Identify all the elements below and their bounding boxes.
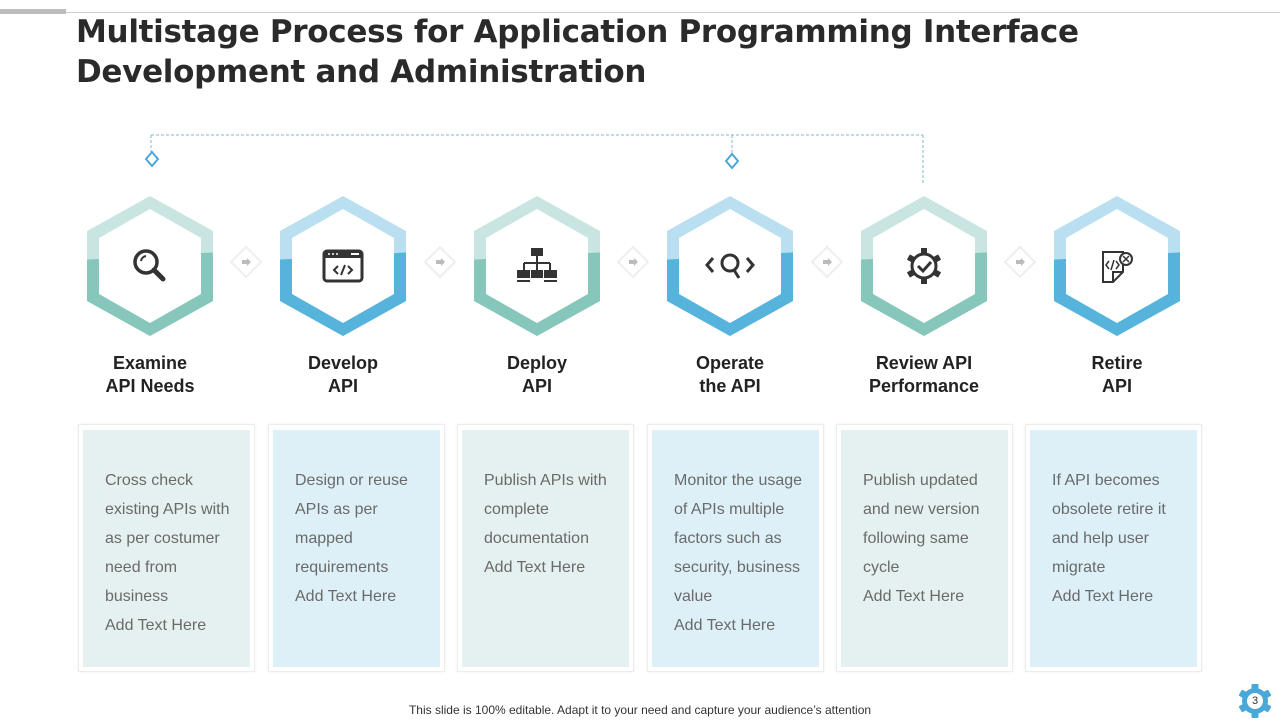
step-description-card: Cross check existing APIs with as per co… [78, 424, 255, 672]
process-step: Operate the API [660, 196, 800, 396]
step-description: Publish updated and new version followin… [863, 472, 980, 605]
hexagon-badge [87, 196, 213, 336]
step-description: Design or reuse APIs as per mapped requi… [295, 472, 408, 605]
step-description: If API becomes obsolete retire it and he… [1052, 472, 1166, 605]
code-file-remove-icon [1102, 251, 1133, 283]
diamond-marker-icon [144, 150, 740, 170]
step-title: Operate the API [695, 353, 765, 396]
gear-icon [1238, 684, 1272, 718]
step-title: Develop API [307, 353, 379, 396]
process-step: Develop API [273, 196, 413, 396]
hexagon-badge [1054, 196, 1180, 336]
network-hierarchy-icon [517, 248, 557, 282]
header-accent-bar [0, 9, 66, 14]
step-description-card: Publish APIs with complete documentation… [457, 424, 634, 672]
step-description: Monitor the usage of APIs multiple facto… [674, 472, 803, 634]
page-title: Multistage Process for Application Progr… [76, 14, 1079, 90]
footer-note: This slide is 100% editable. Adapt it to… [408, 703, 872, 717]
magnifier-icon [133, 249, 166, 282]
step-arrow-icons [229, 245, 1037, 279]
hexagon-badge [474, 196, 600, 336]
hexagon-badge [861, 196, 987, 336]
code-search-icon [705, 253, 755, 279]
step-title: Review API Performance [868, 353, 980, 396]
step-description-card: Monitor the usage of APIs multiple facto… [647, 424, 824, 672]
page-number-badge: 3 [1237, 683, 1273, 719]
step-description: Publish APIs with complete documentation… [484, 472, 607, 576]
process-step: Examine API Needs [80, 196, 220, 396]
page-number: 3 [1251, 695, 1259, 707]
step-title: Deploy API [506, 353, 567, 396]
step-title: Retire API [1091, 353, 1143, 396]
header-divider [66, 12, 1280, 13]
hexagon-badge [667, 196, 793, 336]
hexagon-badge [280, 196, 406, 336]
step-title: Examine API Needs [105, 353, 195, 396]
process-step: Retire API [1047, 196, 1187, 396]
process-step: Review API Performance [854, 196, 994, 396]
step-description-card: If API becomes obsolete retire it and he… [1025, 424, 1202, 672]
code-window-icon [322, 249, 364, 283]
process-step: Deploy API [467, 196, 607, 396]
step-description-card: Publish updated and new version followin… [836, 424, 1013, 672]
step-description-card: Design or reuse APIs as per mapped requi… [268, 424, 445, 672]
step-description: Cross check existing APIs with as per co… [105, 472, 230, 634]
gear-check-icon [906, 248, 942, 284]
